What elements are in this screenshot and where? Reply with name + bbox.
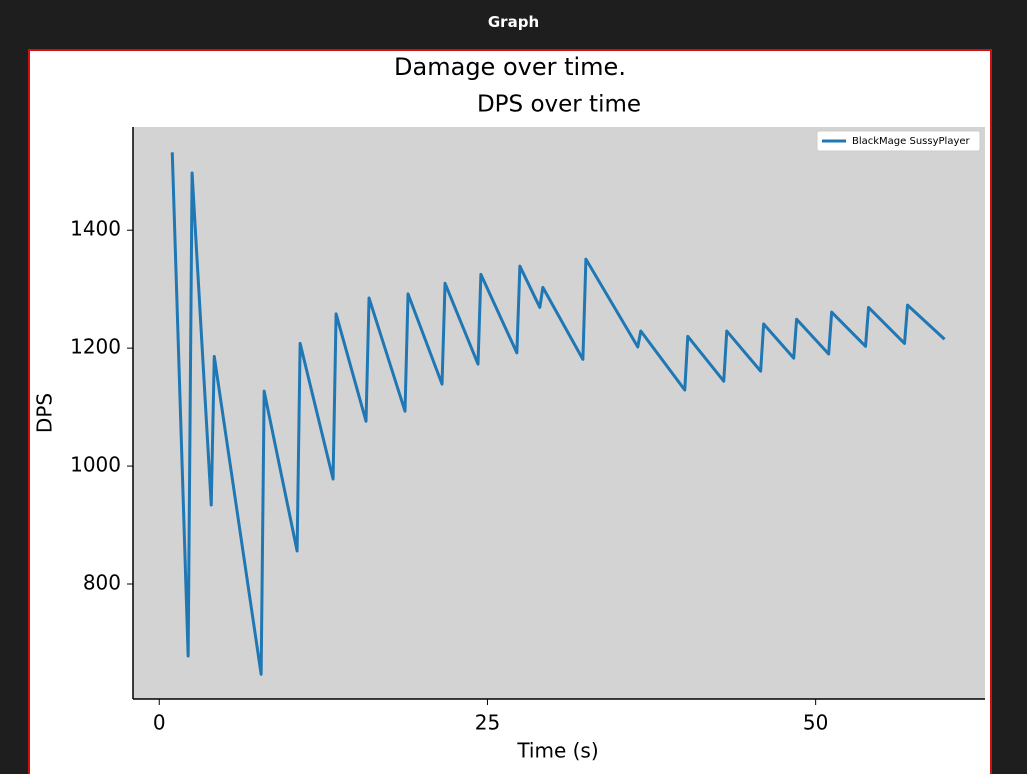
plot-area (133, 127, 985, 699)
x-tick-label: 50 (803, 711, 828, 735)
x-axis-label: Time (s) (516, 739, 598, 763)
legend-label: BlackMage SussyPlayer (852, 136, 971, 147)
x-tick-label: 0 (153, 711, 166, 735)
y-tick-label: 1000 (70, 453, 121, 477)
y-tick-label: 800 (83, 571, 121, 595)
y-tick-label: 1400 (70, 217, 121, 241)
suptitle: Damage over time. (394, 53, 626, 81)
y-tick-label: 1200 (70, 335, 121, 359)
x-tick-label: 25 (475, 711, 500, 735)
legend-box (816, 130, 981, 152)
window-title: Graph (487, 13, 540, 31)
y-axis-label: DPS (33, 393, 57, 433)
data-line (170, 152, 946, 676)
chart-title: DPS over time (477, 92, 641, 118)
